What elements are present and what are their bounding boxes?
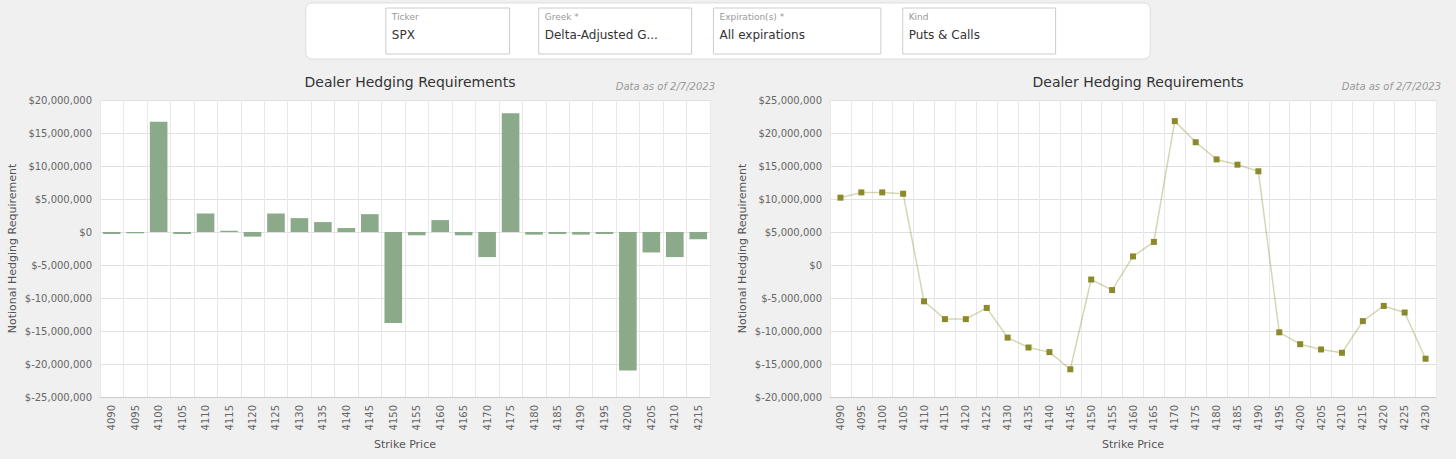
svg-text:$-15,000,000: $-15,000,000: [755, 359, 822, 370]
svg-text:Expiration(s) *: Expiration(s) *: [719, 12, 784, 22]
svg-text:Greek *: Greek *: [545, 12, 580, 22]
svg-text:$-10,000,000: $-10,000,000: [755, 326, 822, 337]
svg-text:4210: 4210: [669, 405, 680, 430]
svg-text:4090: 4090: [835, 405, 846, 430]
svg-text:4190: 4190: [575, 405, 586, 430]
svg-text:4180: 4180: [1211, 405, 1222, 430]
svg-text:$-20,000,000: $-20,000,000: [755, 392, 822, 403]
svg-text:4125: 4125: [270, 405, 281, 430]
svg-text:$-15,000,000: $-15,000,000: [25, 326, 92, 337]
svg-text:Data as of 2/7/2023: Data as of 2/7/2023: [1342, 81, 1441, 92]
svg-text:4180: 4180: [529, 405, 540, 430]
svg-text:4195: 4195: [1274, 405, 1285, 430]
svg-text:4125: 4125: [981, 405, 992, 430]
svg-text:SPX: SPX: [392, 28, 415, 42]
svg-text:4100: 4100: [877, 405, 888, 430]
svg-text:4170: 4170: [1169, 405, 1180, 430]
svg-text:4105: 4105: [177, 405, 188, 430]
svg-text:4145: 4145: [1065, 405, 1076, 430]
svg-text:$15,000,000: $15,000,000: [758, 161, 822, 172]
svg-text:4115: 4115: [224, 405, 235, 430]
svg-text:4105: 4105: [898, 405, 909, 430]
svg-text:Notional Hedging Requirement: Notional Hedging Requirement: [6, 163, 19, 333]
svg-text:$5,000,000: $5,000,000: [35, 194, 92, 205]
svg-text:4090: 4090: [106, 405, 117, 430]
svg-text:Strike Price: Strike Price: [1102, 438, 1164, 451]
svg-text:4215: 4215: [693, 405, 704, 430]
svg-text:$20,000,000: $20,000,000: [758, 128, 822, 139]
svg-text:4160: 4160: [1128, 405, 1139, 430]
svg-text:Notional Hedging Requirement: Notional Hedging Requirement: [736, 163, 749, 333]
svg-text:4225: 4225: [1399, 405, 1410, 430]
svg-text:4205: 4205: [1316, 405, 1327, 430]
svg-text:4095: 4095: [856, 405, 867, 430]
svg-text:4230: 4230: [1420, 405, 1431, 430]
svg-text:4220: 4220: [1378, 405, 1389, 430]
svg-text:4155: 4155: [1107, 405, 1118, 430]
svg-text:$10,000,000: $10,000,000: [758, 194, 822, 205]
svg-text:4120: 4120: [960, 405, 971, 430]
svg-text:Delta-Adjusted G...: Delta-Adjusted G...: [545, 28, 658, 42]
svg-text:4165: 4165: [1148, 405, 1159, 430]
svg-text:$15,000,000: $15,000,000: [28, 128, 92, 139]
svg-text:4160: 4160: [435, 405, 446, 430]
svg-text:$-5,000,000: $-5,000,000: [761, 293, 822, 304]
svg-text:4130: 4130: [1002, 405, 1013, 430]
svg-text:Ticker: Ticker: [391, 12, 419, 22]
svg-text:4170: 4170: [482, 405, 493, 430]
svg-text:4145: 4145: [364, 405, 375, 430]
svg-text:$-25,000,000: $-25,000,000: [25, 392, 92, 403]
svg-text:$25,000,000: $25,000,000: [758, 95, 822, 106]
svg-text:Kind: Kind: [909, 12, 929, 22]
svg-text:Puts & Calls: Puts & Calls: [909, 28, 980, 42]
svg-text:4120: 4120: [247, 405, 258, 430]
svg-text:$-10,000,000: $-10,000,000: [25, 293, 92, 304]
svg-text:4135: 4135: [317, 405, 328, 430]
svg-text:4095: 4095: [130, 405, 141, 430]
svg-text:$10,000,000: $10,000,000: [28, 161, 92, 172]
svg-text:4200: 4200: [622, 405, 633, 430]
svg-text:$20,000,000: $20,000,000: [28, 95, 92, 106]
svg-text:4165: 4165: [458, 405, 469, 430]
svg-text:4210: 4210: [1336, 405, 1347, 430]
svg-text:4135: 4135: [1023, 405, 1034, 430]
svg-text:4110: 4110: [200, 405, 211, 430]
svg-text:$5,000,000: $5,000,000: [765, 227, 822, 238]
svg-text:4175: 4175: [505, 405, 516, 430]
svg-text:4100: 4100: [153, 405, 164, 430]
svg-text:$0: $0: [79, 227, 92, 238]
svg-text:4185: 4185: [1232, 405, 1243, 430]
svg-text:Dealer Hedging Requirements: Dealer Hedging Requirements: [1032, 74, 1243, 90]
svg-text:4115: 4115: [939, 405, 950, 430]
svg-text:Data as of 2/7/2023: Data as of 2/7/2023: [616, 81, 715, 92]
svg-text:4175: 4175: [1190, 405, 1201, 430]
svg-text:4215: 4215: [1357, 405, 1368, 430]
svg-text:Strike Price: Strike Price: [374, 438, 436, 451]
svg-text:Dealer Hedging Requirements: Dealer Hedging Requirements: [304, 74, 515, 90]
svg-text:4155: 4155: [411, 405, 422, 430]
svg-text:$-5,000,000: $-5,000,000: [31, 260, 92, 271]
svg-text:4185: 4185: [552, 405, 563, 430]
svg-text:4140: 4140: [1044, 405, 1055, 430]
svg-text:4205: 4205: [646, 405, 657, 430]
svg-text:All expirations: All expirations: [719, 28, 804, 42]
svg-text:4195: 4195: [599, 405, 610, 430]
svg-text:4110: 4110: [919, 405, 930, 430]
svg-text:4130: 4130: [294, 405, 305, 430]
svg-text:4200: 4200: [1295, 405, 1306, 430]
svg-text:4150: 4150: [388, 405, 399, 430]
svg-text:$0: $0: [809, 260, 822, 271]
svg-text:4140: 4140: [341, 405, 352, 430]
svg-text:$-20,000,000: $-20,000,000: [25, 359, 92, 370]
svg-text:4150: 4150: [1086, 405, 1097, 430]
svg-text:4190: 4190: [1253, 405, 1264, 430]
